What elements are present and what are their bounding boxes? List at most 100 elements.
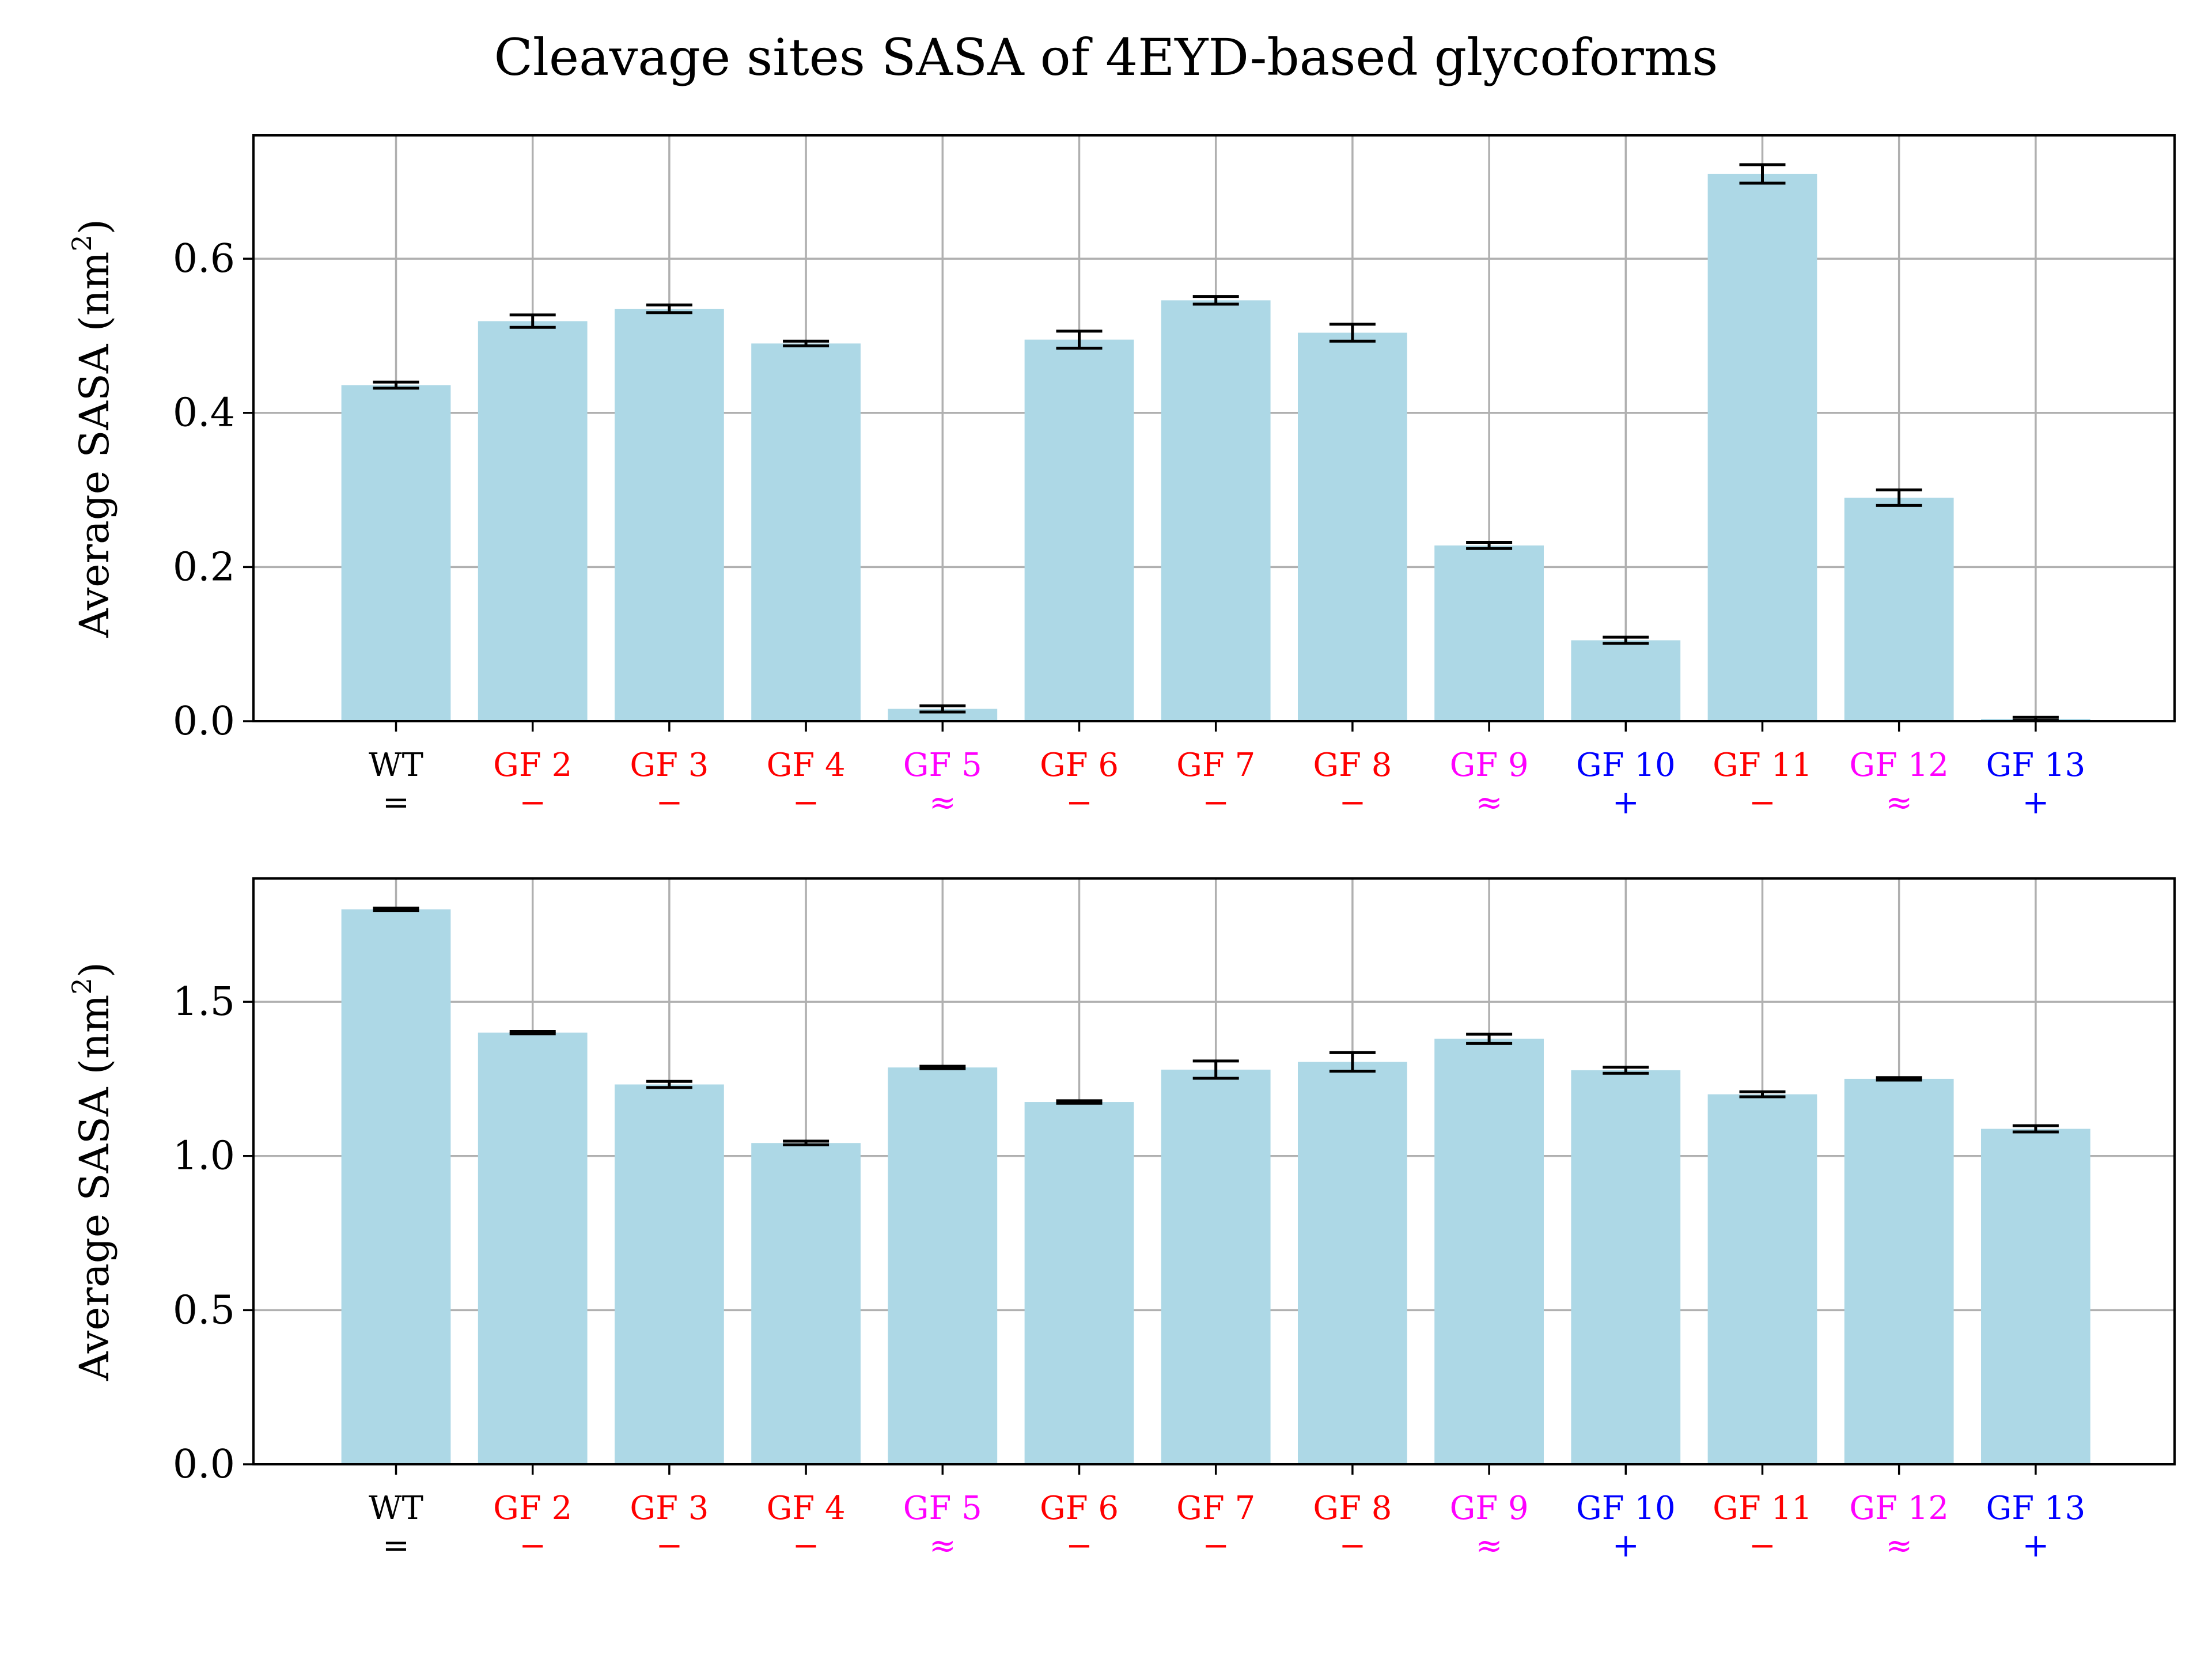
xtick-label: WT	[369, 1490, 423, 1527]
xtick-symbol: +	[1612, 1527, 1639, 1565]
error-bar	[1876, 1076, 1922, 1082]
bar	[615, 309, 724, 721]
xtick-symbol: ≈	[1476, 784, 1503, 821]
bar	[615, 1084, 724, 1464]
y-axis-label-close: )	[71, 962, 118, 978]
xtick-symbol: −	[1202, 1527, 1229, 1565]
error-bar	[1739, 1090, 1786, 1099]
error-bar	[509, 1029, 556, 1036]
y-axis-label: Average SASA (nm2)	[66, 219, 118, 638]
xtick-label: GF 7	[1176, 1490, 1255, 1527]
error-bar	[783, 339, 830, 347]
xtick-label: GF 2	[493, 1490, 572, 1527]
ytick-label: 0.0	[173, 1442, 235, 1487]
xtick-symbol: +	[2022, 784, 2049, 821]
y-axis-label: Average SASA (nm2)	[66, 962, 118, 1381]
xtick-symbol: =	[382, 784, 410, 821]
xtick-symbol: −	[656, 1527, 683, 1565]
bar	[1434, 545, 1544, 721]
xtick-symbol: ≈	[929, 1527, 956, 1565]
xtick-label: GF 13	[1986, 1490, 2086, 1527]
y-axis-label-text: Average SASA (nm	[71, 995, 118, 1381]
figure-title: Cleavage sites SASA of 4EYD-based glycof…	[494, 28, 1718, 87]
xtick-symbol: ≈	[1885, 1527, 1912, 1565]
xtick-label: GF 3	[630, 747, 709, 784]
error-bar	[1603, 635, 1649, 645]
ytick-label: 0.0	[173, 699, 235, 744]
error-bar	[1739, 163, 1786, 185]
bar	[341, 385, 451, 721]
xtick-label: GF 5	[903, 747, 982, 784]
bar	[751, 343, 861, 721]
bar	[1024, 1102, 1134, 1464]
bar	[478, 1032, 588, 1464]
ytick-label: 0.2	[173, 544, 235, 590]
bar	[1161, 300, 1271, 721]
xtick-label: GF 8	[1313, 1490, 1392, 1527]
xtick-symbol: −	[793, 1527, 820, 1565]
bar	[1571, 640, 1681, 721]
xtick-label: GF 2	[493, 747, 572, 784]
xtick-symbol: =	[382, 1527, 410, 1565]
xtick-symbol: −	[1202, 784, 1229, 821]
xtick-symbol: ≈	[929, 784, 956, 821]
xtick-label: GF 13	[1986, 747, 2086, 784]
error-bar	[2012, 1124, 2059, 1134]
bar	[1571, 1070, 1681, 1464]
axes-frame	[252, 134, 2176, 722]
bar	[1707, 1094, 1817, 1464]
error-bar	[1466, 1032, 1513, 1045]
bar	[1298, 332, 1407, 721]
bar	[1981, 1128, 2090, 1464]
y-axis-label-close: )	[71, 219, 118, 234]
y-axis-label-sup: 2	[66, 234, 97, 251]
xtick-label: GF 8	[1313, 747, 1392, 784]
top-panel: 0.00.20.40.6WT=GF 2−GF 3−GF 4−GF 5≈GF 6−…	[66, 134, 2176, 821]
bar	[888, 1067, 998, 1464]
xtick-label: GF 11	[1713, 747, 1812, 784]
ytick-label: 1.5	[173, 979, 235, 1025]
xtick-label: GF 12	[1849, 747, 1949, 784]
bar	[1434, 1039, 1544, 1464]
xtick-label: GF 4	[767, 747, 846, 784]
xtick-label: GF 3	[630, 1490, 709, 1527]
error-bar	[1466, 541, 1513, 550]
xtick-symbol: −	[656, 784, 683, 821]
error-bar	[646, 303, 692, 315]
error-bar	[1876, 488, 1922, 507]
xtick-label: GF 9	[1450, 1490, 1529, 1527]
bar	[888, 709, 998, 721]
bar	[1161, 1069, 1271, 1464]
error-bar	[919, 1065, 966, 1070]
xtick-symbol: −	[1749, 1527, 1776, 1565]
y-axis-label-text: Average SASA (nm	[71, 252, 118, 638]
xtick-symbol: −	[519, 1527, 546, 1565]
bar	[341, 909, 451, 1464]
error-bar	[1056, 1099, 1103, 1105]
y-axis-label-sup: 2	[66, 978, 97, 994]
bottom-panel: 0.00.51.01.5WT=GF 2−GF 3−GF 4−GF 5≈GF 6−…	[66, 877, 2176, 1565]
xtick-label: WT	[369, 747, 423, 784]
xtick-symbol: −	[1066, 1527, 1093, 1565]
xtick-symbol: ≈	[1885, 784, 1912, 821]
error-bar	[919, 704, 966, 714]
bar	[1707, 173, 1817, 721]
xtick-symbol: +	[1612, 784, 1639, 821]
ytick-label: 0.6	[173, 236, 235, 282]
xtick-symbol: −	[1066, 784, 1093, 821]
xtick-label: GF 4	[767, 1490, 846, 1527]
xtick-symbol: −	[793, 784, 820, 821]
xtick-label: GF 5	[903, 1490, 982, 1527]
bar	[751, 1143, 861, 1464]
error-bar	[1192, 1059, 1239, 1080]
bar	[1844, 1078, 1954, 1464]
xtick-label: GF 7	[1176, 747, 1255, 784]
xtick-symbol: −	[1339, 1527, 1366, 1565]
error-bar	[373, 380, 419, 390]
axes-frame	[252, 877, 2176, 1465]
xtick-symbol: +	[2022, 1527, 2049, 1565]
ytick-label: 0.4	[173, 391, 235, 436]
error-bar	[646, 1080, 692, 1089]
xtick-label: GF 6	[1040, 1490, 1119, 1527]
